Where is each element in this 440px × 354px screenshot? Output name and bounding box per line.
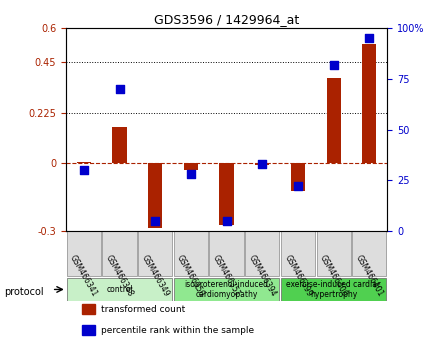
Text: percentile rank within the sample: percentile rank within the sample xyxy=(101,326,254,335)
Point xyxy=(366,36,373,41)
Text: GSM466348: GSM466348 xyxy=(104,253,135,298)
FancyBboxPatch shape xyxy=(316,231,351,276)
Point xyxy=(81,167,88,173)
Bar xyxy=(326,78,341,164)
Text: isoproterenol-induced
cardiomyopathy: isoproterenol-induced cardiomyopathy xyxy=(185,280,268,299)
Bar xyxy=(220,164,234,225)
Bar xyxy=(77,162,91,164)
Bar xyxy=(255,164,269,165)
FancyBboxPatch shape xyxy=(174,278,279,301)
Title: GDS3596 / 1429964_at: GDS3596 / 1429964_at xyxy=(154,13,299,26)
FancyBboxPatch shape xyxy=(209,231,244,276)
Text: GSM466401: GSM466401 xyxy=(354,253,385,298)
FancyBboxPatch shape xyxy=(281,278,386,301)
FancyBboxPatch shape xyxy=(138,231,172,276)
Text: GSM466351: GSM466351 xyxy=(211,253,242,298)
Text: GSM466394: GSM466394 xyxy=(247,253,278,298)
FancyBboxPatch shape xyxy=(103,231,137,276)
Text: control: control xyxy=(106,285,133,294)
FancyBboxPatch shape xyxy=(174,231,208,276)
Text: GSM466350: GSM466350 xyxy=(176,253,206,298)
Bar xyxy=(362,44,377,164)
Text: GSM466400: GSM466400 xyxy=(318,253,349,298)
Text: GSM466349: GSM466349 xyxy=(140,253,171,298)
Point xyxy=(116,86,123,92)
Text: exercise-induced cardiac
hypertrophy: exercise-induced cardiac hypertrophy xyxy=(286,280,381,299)
FancyBboxPatch shape xyxy=(245,231,279,276)
Text: GSM466341: GSM466341 xyxy=(68,253,99,298)
Text: GSM466399: GSM466399 xyxy=(282,253,313,298)
Bar xyxy=(148,164,162,228)
Bar xyxy=(82,304,95,314)
FancyBboxPatch shape xyxy=(67,231,101,276)
Point xyxy=(294,184,301,189)
Text: protocol: protocol xyxy=(4,287,44,297)
FancyBboxPatch shape xyxy=(352,231,386,276)
Bar xyxy=(112,127,127,164)
Point xyxy=(152,218,159,224)
Bar xyxy=(291,164,305,190)
Point xyxy=(223,218,230,224)
Bar xyxy=(184,164,198,170)
Bar xyxy=(82,325,95,335)
FancyBboxPatch shape xyxy=(281,231,315,276)
Point xyxy=(187,171,194,177)
Point xyxy=(259,161,266,167)
Point xyxy=(330,62,337,68)
Text: transformed count: transformed count xyxy=(101,305,186,314)
FancyBboxPatch shape xyxy=(67,278,172,301)
